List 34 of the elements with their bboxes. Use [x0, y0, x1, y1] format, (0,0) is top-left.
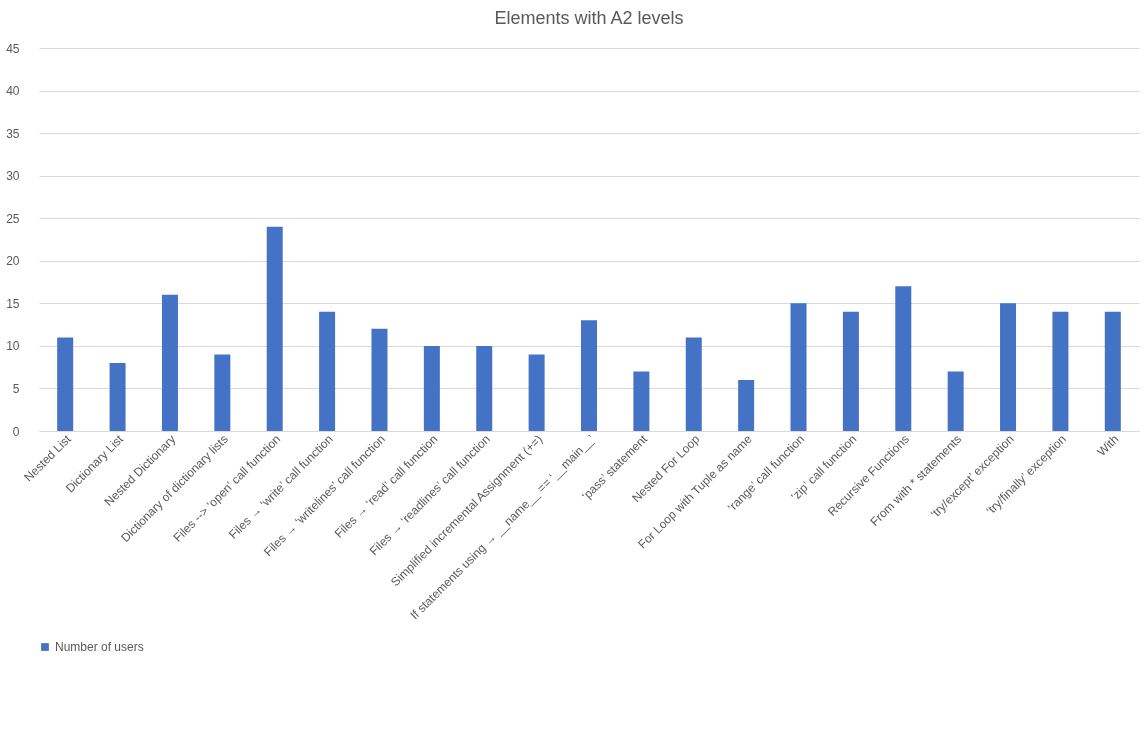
- bar: [790, 303, 807, 431]
- bar: [528, 354, 545, 431]
- bar: [476, 345, 493, 431]
- bar: [57, 337, 74, 431]
- y-tick-label: 15: [6, 296, 20, 311]
- y-tick-label: 40: [6, 84, 20, 99]
- bar: [842, 311, 859, 431]
- bar: [214, 354, 231, 431]
- y-tick-label: 45: [6, 41, 20, 56]
- bar: [1104, 311, 1121, 431]
- legend-label: Number of users: [55, 640, 144, 654]
- y-tick-label: 25: [6, 211, 20, 226]
- bar: [319, 311, 336, 431]
- y-tick-label: 35: [6, 126, 20, 141]
- bar: [1052, 311, 1069, 431]
- bar: [266, 226, 283, 431]
- y-tick-label: 30: [6, 169, 20, 184]
- bar: [738, 379, 755, 431]
- chart-title: Elements with A2 levels: [494, 8, 684, 28]
- bar: [109, 362, 126, 431]
- bar: [895, 286, 912, 431]
- x-tick-label: With: [1094, 432, 1122, 459]
- y-tick-label: 10: [6, 339, 20, 354]
- bar: [161, 294, 178, 431]
- bar: [685, 337, 702, 431]
- bar: [1000, 303, 1017, 431]
- y-tick-label: 5: [12, 381, 20, 396]
- bar: [947, 371, 964, 431]
- bar: [581, 320, 597, 431]
- y-tick-label: 20: [6, 254, 20, 269]
- bar: [423, 345, 440, 431]
- bar: [371, 328, 388, 431]
- bar: [633, 371, 650, 431]
- y-tick-label: 0: [12, 424, 20, 439]
